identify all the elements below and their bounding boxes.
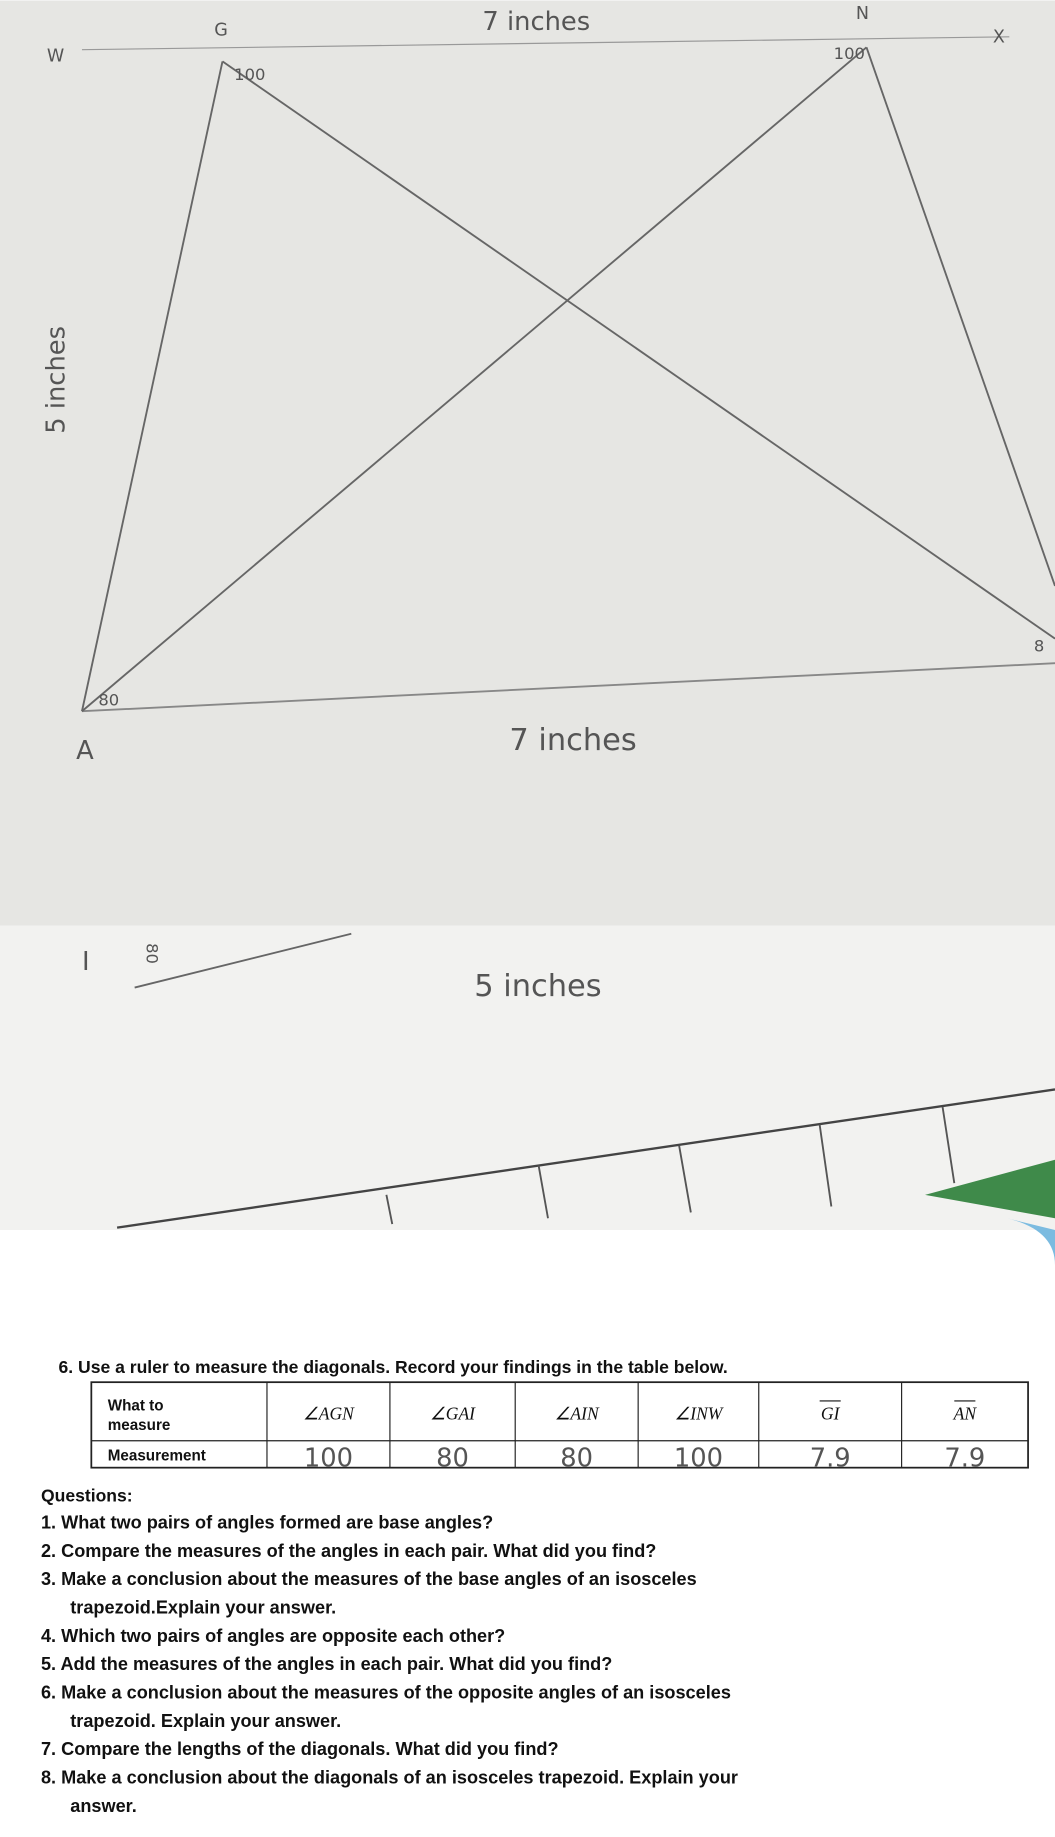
table-cell: 7.9 [944,1443,985,1473]
table-header: ∠INW [675,1404,724,1424]
table-border [90,1381,1029,1469]
paper-top [0,0,1055,926]
question: 8. Make a conclusion about the diagonals… [41,1768,738,1788]
table-cell: Measurement [108,1448,206,1465]
question: 1. What two pairs of angles formed are b… [41,1513,493,1533]
vertex-label: N [856,4,869,24]
angle-mark: 80 [142,943,161,964]
table-cell: 100 [674,1443,723,1473]
question: trapezoid.Explain your answer. [70,1598,336,1618]
questions-heading: Questions: [41,1486,133,1506]
length-label: 5 inches [474,969,601,1004]
length-label: 7 inches [482,7,590,37]
vertex-label: W [47,46,64,66]
angle-mark: 100 [234,65,265,84]
instruction: 6. Use a ruler to measure the diagonals.… [59,1357,728,1377]
question: 3. Make a conclusion about the measures … [41,1569,697,1589]
table-header: What to measure [108,1397,171,1434]
length-label: 7 inches [509,723,636,758]
header-line: What to [108,1397,164,1414]
table-cell: 80 [560,1443,593,1473]
question: 6. Make a conclusion about the measures … [41,1683,731,1703]
question: 2. Compare the measures of the angles in… [41,1541,656,1561]
table-header: GI [821,1404,841,1424]
question: 4. Which two pairs of angles are opposit… [41,1626,505,1646]
vertex-label: X [993,28,1005,48]
table-cell: 100 [304,1443,353,1473]
pencil-tip [1006,1218,1055,1266]
table-header: ∠GAI [430,1404,476,1424]
vertex-label: A [76,736,94,766]
vertex-label: I [82,947,90,977]
vertex-label: G [214,21,228,41]
table-cell: 80 [436,1443,469,1473]
question: answer. [70,1796,137,1816]
table-header: ∠AIN [555,1404,600,1424]
table-header: ∠AGN [303,1404,355,1424]
question: trapezoid. Explain your answer. [70,1711,341,1731]
table-cell: 7.9 [810,1443,851,1473]
angle-mark: 8 [1034,637,1044,656]
length-label: 5 inches [41,326,71,434]
header-line: measure [108,1417,171,1434]
pencil [925,1159,1055,1219]
angle-mark: 80 [98,690,119,709]
paper-middle [0,925,1055,1230]
question: 7. Compare the lengths of the diagonals.… [41,1739,559,1759]
angle-mark: 100 [834,44,865,63]
table-header: AN [953,1404,978,1424]
trapezoid-drawing [81,36,1055,1229]
question: 5. Add the measures of the angles in eac… [41,1654,612,1674]
